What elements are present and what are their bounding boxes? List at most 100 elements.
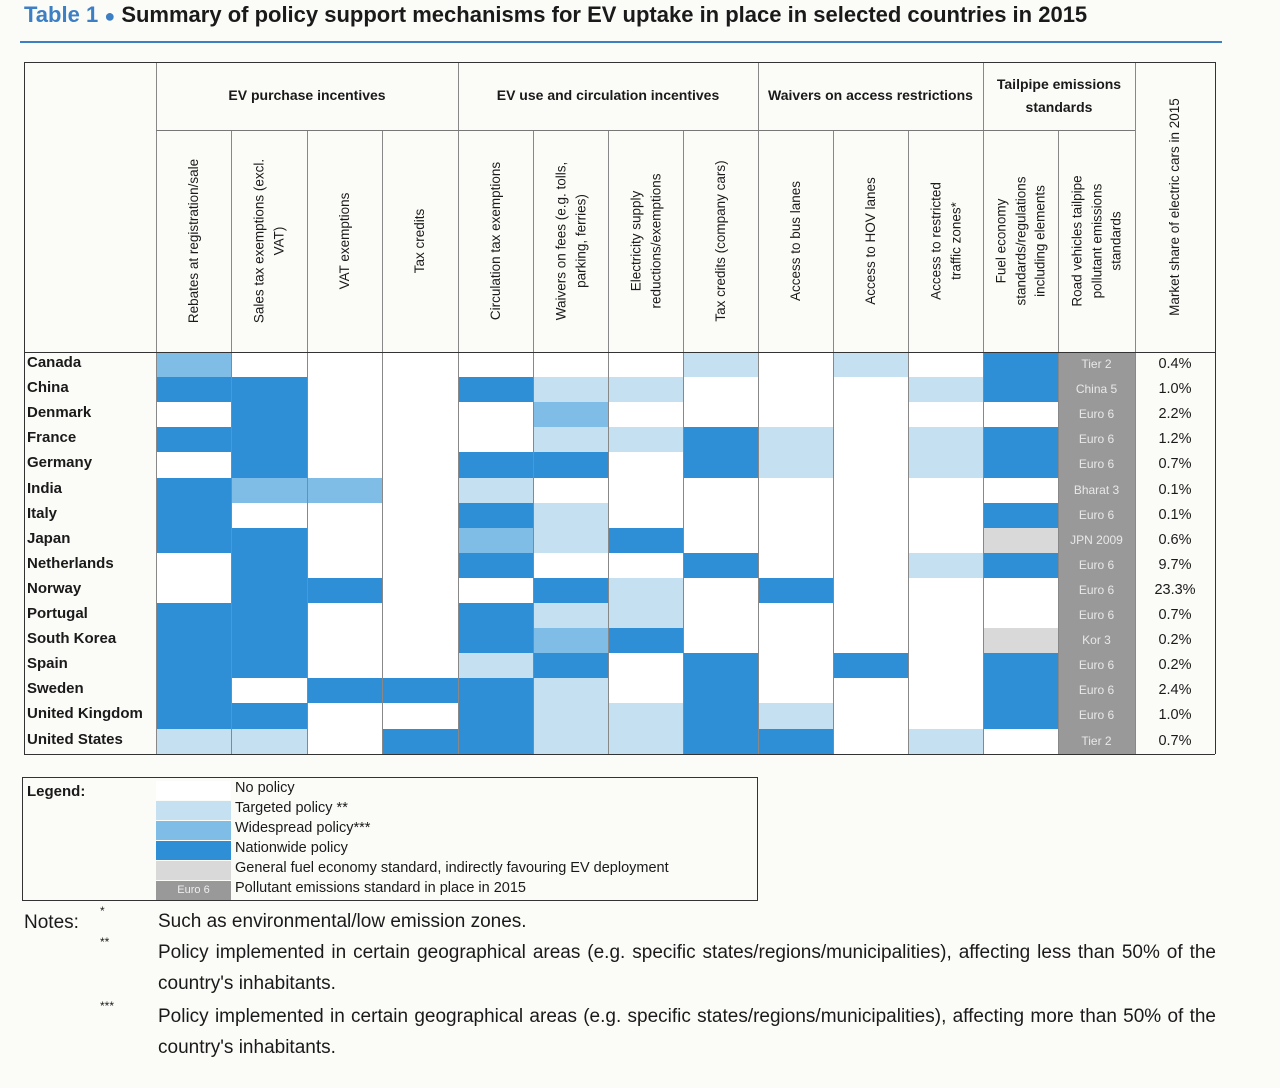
policy-cell bbox=[533, 352, 608, 378]
policy-cell bbox=[608, 377, 683, 403]
country-label: Italy bbox=[27, 504, 58, 522]
policy-cell bbox=[533, 628, 608, 654]
policy-cell bbox=[833, 377, 908, 403]
column-header-text: VAT exemptions bbox=[336, 192, 352, 290]
policy-cell bbox=[833, 352, 908, 378]
policy-cell bbox=[608, 402, 683, 428]
grid-line bbox=[24, 352, 1215, 353]
policy-cell bbox=[983, 603, 1058, 629]
column-header-text: Access to HOV lanes bbox=[862, 177, 878, 305]
policy-cell bbox=[683, 377, 758, 403]
grid-line bbox=[908, 130, 909, 754]
emission-standard-cell: Euro 6 bbox=[1058, 603, 1135, 629]
market-share-cell: 2.2% bbox=[1158, 406, 1192, 423]
policy-cell bbox=[758, 427, 833, 453]
policy-cell bbox=[908, 377, 983, 403]
market-share-cell: 1.0% bbox=[1158, 381, 1192, 398]
policy-cell bbox=[758, 452, 833, 479]
policy-cell bbox=[608, 728, 683, 755]
group-header: Waivers on access restrictions bbox=[768, 87, 973, 104]
policy-cell bbox=[833, 603, 908, 629]
policy-cell bbox=[382, 477, 458, 504]
policy-cell bbox=[458, 603, 533, 629]
policy-cell bbox=[533, 527, 608, 554]
legend-label: Nationwide policy bbox=[235, 840, 348, 856]
column-header-text: Fuel economy standards/regulations inclu… bbox=[993, 176, 1048, 306]
grid-line bbox=[458, 62, 459, 754]
policy-cell bbox=[533, 502, 608, 529]
legend-label: No policy bbox=[235, 780, 295, 796]
policy-cell bbox=[458, 402, 533, 428]
emission-standard-cell: Euro 6 bbox=[1058, 678, 1135, 704]
column-header-text: Tax credits (company cars) bbox=[712, 160, 728, 322]
policy-cell bbox=[156, 552, 231, 579]
column-header: Rebates at registration/sale bbox=[156, 130, 231, 352]
policy-cell bbox=[758, 502, 833, 529]
policy-cell bbox=[458, 452, 533, 479]
policy-cell bbox=[382, 502, 458, 529]
note-text: Policy implemented in certain geographic… bbox=[158, 942, 1216, 994]
policy-cell bbox=[758, 552, 833, 579]
policy-cell bbox=[156, 427, 231, 453]
policy-cell bbox=[307, 577, 382, 604]
policy-cell bbox=[683, 402, 758, 428]
policy-cell bbox=[458, 703, 533, 730]
note-marker: ** bbox=[100, 935, 110, 949]
column-header: Road vehicles tailpipe pollutant emissio… bbox=[1058, 130, 1135, 352]
market-share-cell: 0.7% bbox=[1158, 456, 1192, 473]
policy-cell bbox=[231, 628, 307, 654]
policy-cell bbox=[307, 477, 382, 504]
country-label: China bbox=[27, 379, 69, 397]
policy-cell bbox=[608, 628, 683, 654]
country-label: Canada bbox=[27, 354, 82, 371]
emission-standard-cell: China 5 bbox=[1058, 377, 1135, 403]
policy-cell bbox=[458, 678, 533, 704]
policy-cell bbox=[983, 653, 1058, 679]
policy-cell bbox=[458, 427, 533, 453]
policy-cell bbox=[156, 452, 231, 479]
policy-cell bbox=[533, 703, 608, 730]
policy-cell bbox=[307, 552, 382, 579]
market-share-cell: 0.2% bbox=[1158, 632, 1192, 649]
note-marker: *** bbox=[100, 999, 115, 1013]
grid-line bbox=[608, 130, 609, 754]
policy-cell bbox=[307, 352, 382, 378]
legend-swatch-widespread bbox=[156, 821, 231, 840]
policy-cell bbox=[231, 653, 307, 679]
table-number: Table 1 bbox=[24, 2, 99, 27]
policy-cell bbox=[307, 628, 382, 654]
policy-cell bbox=[307, 527, 382, 554]
policy-cell bbox=[683, 527, 758, 554]
policy-cell bbox=[983, 728, 1058, 755]
policy-cell bbox=[758, 678, 833, 704]
policy-cell bbox=[983, 427, 1058, 453]
column-header: Market share of electric cars in 2015 bbox=[1135, 62, 1215, 352]
group-header: EV use and circulation incentives bbox=[496, 87, 720, 104]
policy-cell bbox=[683, 603, 758, 629]
policy-cell bbox=[231, 678, 307, 704]
policy-cell bbox=[908, 577, 983, 604]
emission-standard-cell: Euro 6 bbox=[1058, 427, 1135, 453]
policy-cell bbox=[683, 452, 758, 479]
column-header-text: Electricity supply reductions/exemptions bbox=[627, 173, 663, 309]
grid-line bbox=[231, 130, 232, 754]
policy-cell bbox=[608, 527, 683, 554]
policy-cell bbox=[307, 703, 382, 730]
grid-line bbox=[24, 62, 1215, 63]
policy-cell bbox=[608, 577, 683, 604]
country-label: United Kingdom bbox=[27, 705, 143, 723]
legend-label: Pollutant emissions standard in place in… bbox=[235, 880, 526, 896]
column-header: Access to HOV lanes bbox=[833, 130, 908, 352]
policy-cell bbox=[683, 678, 758, 704]
policy-cell bbox=[382, 678, 458, 704]
table-title-text: Summary of policy support mechanisms for… bbox=[121, 2, 1088, 27]
emission-standard-cell: JPN 2009 bbox=[1058, 527, 1135, 554]
policy-cell bbox=[758, 603, 833, 629]
policy-cell bbox=[683, 427, 758, 453]
group-header: EV purchase incentives bbox=[228, 87, 386, 104]
policy-cell bbox=[307, 603, 382, 629]
column-header: Access to bus lanes bbox=[758, 130, 833, 352]
policy-cell bbox=[983, 703, 1058, 730]
grid-line bbox=[24, 753, 1215, 755]
policy-cell bbox=[231, 577, 307, 604]
